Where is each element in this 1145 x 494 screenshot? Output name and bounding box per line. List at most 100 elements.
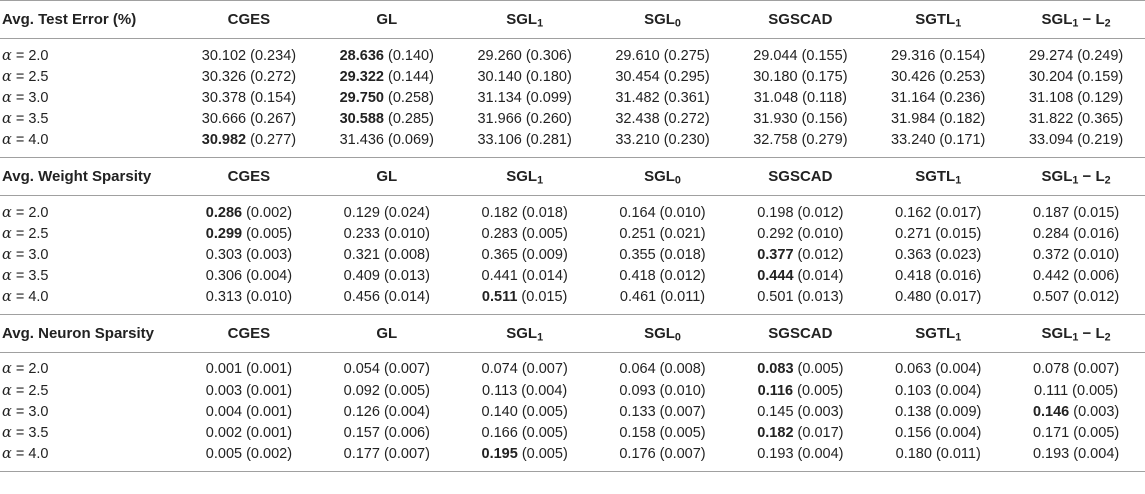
table-cell: 0.116 (0.005)	[757, 382, 844, 399]
results-table: Avg. Test Error (%) CGES GL SGL1 SGL0 SGSCAD S…	[0, 0, 1145, 472]
table-cell: 0.303 (0.003)	[205, 246, 293, 263]
table-cell: 31.436 (0.069)	[339, 132, 434, 149]
table-cell: 0.138 (0.009)	[895, 403, 982, 420]
table-cell: 0.409 (0.013)	[343, 268, 430, 285]
table-cell: 0.501 (0.013)	[757, 289, 844, 306]
column-header: SGL1	[506, 324, 544, 344]
table-cell: 0.441 (0.014)	[481, 268, 568, 285]
table-cell: 0.511 (0.015)	[481, 289, 568, 306]
table-cell: 0.064 (0.008)	[619, 361, 706, 378]
table-cell: 0.092 (0.005)	[343, 382, 430, 399]
column-header: CGES	[227, 11, 271, 28]
table-cell: 0.083 (0.005)	[757, 361, 844, 378]
table-cell: 0.363 (0.023)	[895, 246, 982, 263]
table-cell: 0.145 (0.003)	[757, 403, 844, 420]
table-cell: 29.274 (0.249)	[1028, 47, 1124, 64]
column-header: SGL1 − L2	[1041, 167, 1111, 187]
table-cell: 0.283 (0.005)	[481, 225, 568, 242]
table-cell: 0.198 (0.012)	[757, 204, 844, 221]
column-header: SGL1	[506, 167, 544, 187]
column-header: SGTL1	[915, 324, 962, 344]
table-cell: 0.054 (0.007)	[343, 361, 430, 378]
table-cell: 0.164 (0.010)	[619, 204, 706, 221]
table-row: α = 3.0 0.303 (0.003) 0.321 (0.008) 0.365 (…	[0, 244, 1145, 265]
section-header-row: Avg. Neuron Sparsity CGES GL SGL1 SGL0 SGSCAD…	[0, 314, 1145, 353]
alpha-label: α = 3.0	[2, 89, 49, 106]
table-row: α = 2.5 0.003 (0.001) 0.092 (0.005) 0.113 (…	[0, 380, 1145, 401]
table-cell: 0.157 (0.006)	[343, 425, 430, 442]
table-cell: 29.044 (0.155)	[753, 47, 848, 64]
table-section: Avg. Test Error (%) CGES GL SGL1 SGL0 SGSCAD S…	[0, 0, 1145, 158]
table-row: α = 4.0 0.313 (0.010) 0.456 (0.014) 0.511 (…	[0, 287, 1145, 308]
alpha-label: α = 2.0	[2, 204, 49, 221]
table-cell: 33.240 (0.171)	[891, 132, 986, 149]
table-cell: 0.129 (0.024)	[343, 204, 430, 221]
table-cell: 0.321 (0.008)	[343, 246, 430, 263]
table-cell: 30.666 (0.267)	[201, 111, 297, 128]
column-header: SGL0	[644, 11, 681, 30]
table-cell: 0.442 (0.006)	[1032, 268, 1120, 285]
table-cell: 0.093 (0.010)	[619, 382, 706, 399]
table-row: α = 3.5 0.306 (0.004) 0.409 (0.013) 0.441 (…	[0, 266, 1145, 287]
alpha-label: α = 3.0	[2, 246, 49, 263]
table-cell: 0.103 (0.004)	[895, 382, 982, 399]
table-cell: 30.982 (0.277)	[201, 132, 297, 149]
column-header: CGES	[227, 167, 271, 185]
table-cell: 0.171 (0.005)	[1032, 425, 1120, 442]
table-cell: 31.822 (0.365)	[1028, 111, 1124, 128]
table-cell: 0.158 (0.005)	[619, 425, 706, 442]
table-cell: 0.233 (0.010)	[343, 225, 430, 242]
table-cell: 0.078 (0.007)	[1032, 361, 1120, 378]
table-cell: 0.507 (0.012)	[1032, 289, 1120, 306]
table-cell: 29.316 (0.154)	[891, 47, 986, 64]
table-cell: 0.156 (0.004)	[895, 425, 982, 442]
column-header: SGL1 − L2	[1041, 11, 1111, 30]
table-cell: 30.454 (0.295)	[615, 68, 710, 85]
table-cell: 0.193 (0.004)	[1032, 446, 1120, 463]
column-header: SGSCAD	[768, 324, 833, 342]
alpha-label: α = 2.5	[2, 68, 49, 85]
table-cell: 30.326 (0.272)	[201, 68, 297, 85]
alpha-label: α = 4.0	[2, 132, 49, 149]
table-cell: 0.418 (0.016)	[895, 268, 982, 285]
table-cell: 30.204 (0.159)	[1028, 68, 1124, 85]
table-cell: 0.002 (0.001)	[205, 425, 293, 442]
table-cell: 0.162 (0.017)	[895, 204, 982, 221]
table-cell: 0.177 (0.007)	[343, 446, 430, 463]
column-header: GL	[376, 167, 398, 185]
table-cell: 31.482 (0.361)	[615, 89, 710, 106]
table-cell: 28.636 (0.140)	[339, 47, 434, 64]
table-cell: 30.180 (0.175)	[753, 68, 848, 85]
alpha-label: α = 2.0	[2, 47, 49, 64]
table-cell: 0.456 (0.014)	[343, 289, 430, 306]
table-cell: 0.195 (0.005)	[481, 446, 568, 463]
table-cell: 0.004 (0.001)	[205, 403, 293, 420]
column-header: SGL1	[506, 11, 544, 30]
alpha-label: α = 2.0	[2, 361, 49, 378]
table-cell: 29.610 (0.275)	[615, 47, 710, 64]
alpha-label: α = 4.0	[2, 289, 49, 306]
table-cell: 0.146 (0.003)	[1032, 403, 1120, 420]
table-cell: 30.102 (0.234)	[201, 47, 297, 64]
table-cell: 0.113 (0.004)	[482, 382, 568, 399]
table-cell: 0.286 (0.002)	[205, 204, 293, 221]
table-cell: 31.966 (0.260)	[477, 111, 572, 128]
section-title: Avg. Test Error (%)	[2, 11, 137, 28]
table-cell: 0.372 (0.010)	[1032, 246, 1120, 263]
alpha-label: α = 3.0	[2, 403, 49, 420]
table-cell: 0.182 (0.018)	[481, 204, 568, 221]
table-row: α = 3.0 30.378 (0.154) 29.750 (0.258) 31.13…	[0, 87, 1145, 108]
alpha-label: α = 4.0	[2, 446, 49, 463]
column-header: SGL1 − L2	[1041, 324, 1111, 344]
table-cell: 33.210 (0.230)	[615, 132, 710, 149]
table-cell: 0.365 (0.009)	[481, 246, 568, 263]
column-header: CGES	[227, 324, 271, 342]
table-row: α = 2.0 0.001 (0.001) 0.054 (0.007) 0.074 (…	[0, 359, 1145, 380]
table-cell: 0.377 (0.012)	[757, 246, 844, 263]
table-cell: 0.193 (0.004)	[757, 446, 844, 463]
column-header: SGSCAD	[768, 167, 833, 185]
column-header: GL	[376, 324, 398, 342]
column-header: SGL0	[644, 167, 681, 187]
table-cell: 29.260 (0.306)	[477, 47, 572, 64]
table-row: α = 2.5 30.326 (0.272) 29.322 (0.144) 30.14…	[0, 66, 1145, 87]
